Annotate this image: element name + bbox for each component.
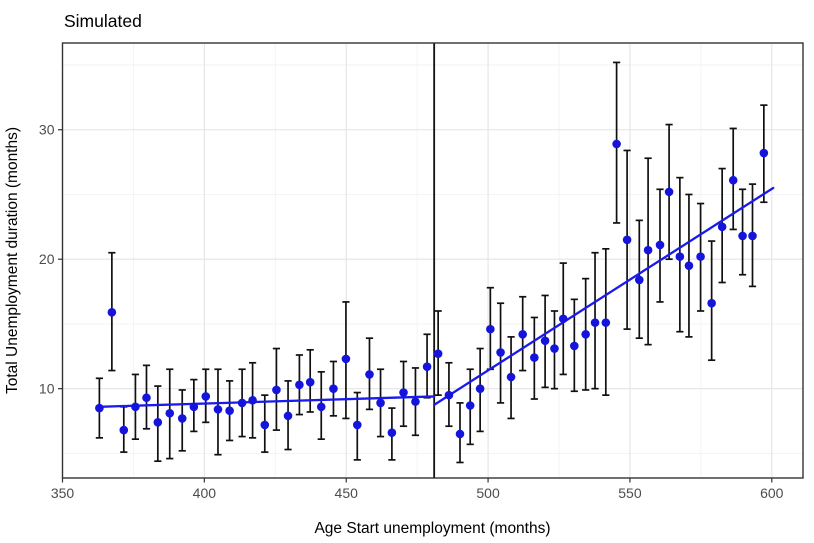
data-point bbox=[581, 329, 590, 339]
data-point bbox=[142, 393, 151, 403]
data-point bbox=[612, 139, 621, 149]
x-axis-tick-labels: 350 400 450 500 550 600 bbox=[51, 485, 784, 501]
data-point bbox=[465, 401, 475, 410]
data-point bbox=[352, 420, 362, 430]
y-tick-label: 20 bbox=[39, 251, 55, 267]
data-point bbox=[189, 402, 199, 412]
data-point bbox=[518, 329, 527, 339]
data-point bbox=[329, 384, 338, 393]
data-point bbox=[675, 252, 685, 261]
trend-segment bbox=[98, 395, 436, 408]
y-tick-label: 30 bbox=[39, 122, 55, 138]
x-tick-label: 550 bbox=[618, 485, 642, 501]
data-point bbox=[601, 318, 611, 327]
data-point bbox=[95, 403, 104, 413]
data-point bbox=[634, 275, 644, 285]
data-point bbox=[260, 420, 270, 430]
data-point bbox=[248, 396, 257, 405]
data-point bbox=[272, 385, 281, 395]
data-point bbox=[237, 398, 247, 408]
data-point bbox=[399, 388, 408, 397]
x-tick-label: 500 bbox=[476, 485, 500, 501]
data-point bbox=[411, 397, 420, 406]
data-point bbox=[283, 411, 293, 421]
data-point bbox=[107, 307, 117, 317]
data-point bbox=[341, 354, 351, 364]
data-point bbox=[540, 336, 550, 346]
data-point bbox=[455, 429, 465, 439]
data-point bbox=[696, 252, 705, 261]
data-point bbox=[165, 408, 175, 418]
panel-border bbox=[61, 42, 804, 479]
x-tick-label: 600 bbox=[760, 485, 784, 501]
data-point bbox=[177, 414, 187, 423]
data-point bbox=[305, 377, 315, 387]
y-axis-tick-labels: 10 20 30 bbox=[39, 122, 55, 397]
y-tick-label: 10 bbox=[39, 380, 55, 396]
data-point bbox=[748, 231, 757, 241]
data-point bbox=[131, 402, 140, 412]
data-point bbox=[119, 425, 129, 435]
data-point bbox=[225, 406, 234, 415]
data-points bbox=[95, 139, 769, 439]
data-point bbox=[213, 405, 223, 414]
y-axis-title: Total Unemployment duration (months) bbox=[4, 127, 21, 394]
data-point bbox=[664, 187, 674, 197]
data-point bbox=[316, 402, 326, 412]
data-point bbox=[622, 235, 632, 245]
data-point bbox=[422, 362, 432, 371]
data-point bbox=[496, 348, 505, 357]
data-point bbox=[570, 341, 579, 351]
data-point bbox=[486, 324, 495, 334]
data-point bbox=[295, 380, 304, 390]
trend-line bbox=[98, 186, 775, 408]
data-point bbox=[475, 384, 485, 393]
trend-segment bbox=[433, 186, 775, 407]
data-point bbox=[530, 353, 539, 362]
x-axis-title: Age Start unemployment (months) bbox=[314, 520, 550, 537]
x-tick-label: 450 bbox=[335, 485, 359, 501]
data-point bbox=[684, 261, 694, 270]
data-point bbox=[759, 148, 769, 158]
data-point bbox=[433, 349, 443, 359]
y-axis-ticks bbox=[58, 129, 63, 390]
data-point bbox=[376, 398, 385, 408]
data-point bbox=[201, 392, 211, 401]
data-point bbox=[717, 222, 727, 232]
data-point bbox=[738, 231, 747, 241]
data-point bbox=[387, 428, 397, 437]
data-point bbox=[707, 298, 716, 308]
chart-title: Simulated bbox=[64, 11, 142, 31]
x-tick-label: 400 bbox=[193, 485, 217, 501]
data-point bbox=[506, 372, 516, 382]
data-point bbox=[444, 390, 454, 400]
data-point bbox=[550, 344, 559, 353]
data-point bbox=[558, 314, 568, 324]
data-point bbox=[365, 370, 374, 379]
data-point bbox=[728, 175, 738, 185]
x-tick-label: 350 bbox=[51, 485, 75, 501]
data-point bbox=[153, 418, 163, 427]
data-point bbox=[590, 318, 600, 327]
x-axis-ticks bbox=[61, 478, 773, 483]
data-point bbox=[643, 245, 653, 255]
data-point bbox=[655, 240, 665, 250]
